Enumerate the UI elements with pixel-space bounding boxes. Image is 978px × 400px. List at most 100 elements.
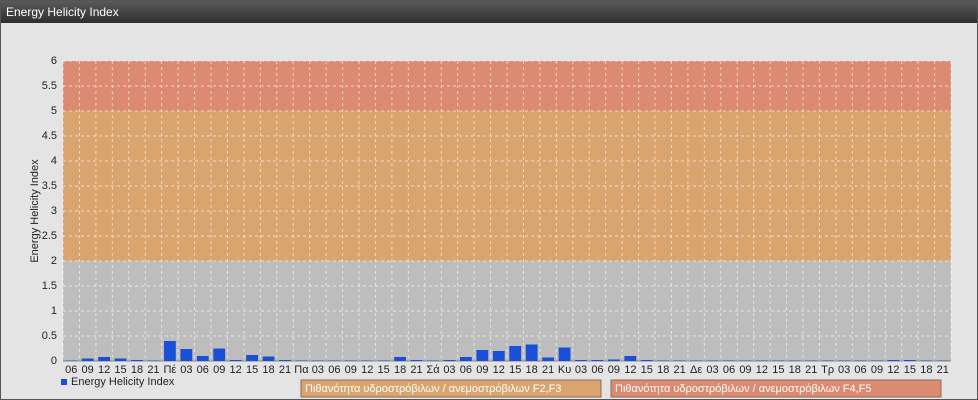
- bar: [657, 360, 670, 361]
- bar: [98, 357, 111, 361]
- y-tick-label: 1.5: [42, 280, 57, 292]
- x-tick-label: 18: [526, 364, 538, 376]
- x-tick-label: 09: [739, 364, 751, 376]
- y-tick-label: 6: [51, 55, 57, 67]
- y-tick-label: 4: [51, 155, 57, 167]
- y-tick-label: 3.5: [42, 180, 57, 192]
- x-tick-label: 12: [361, 364, 373, 376]
- x-tick-label: 12: [98, 364, 110, 376]
- bar: [903, 360, 916, 361]
- x-tick-label: 03: [575, 364, 587, 376]
- bar: [65, 360, 78, 361]
- y-axis-title: Energy Helicity Index: [29, 159, 41, 263]
- x-tick-label: 21: [410, 364, 422, 376]
- x-tick-label: 15: [114, 364, 126, 376]
- x-tick-label: 15: [772, 364, 784, 376]
- x-tick-label: 06: [328, 364, 340, 376]
- x-tick-label: 03: [180, 364, 192, 376]
- y-tick-label: 0: [51, 355, 57, 367]
- bar: [673, 360, 686, 361]
- bar: [295, 360, 308, 361]
- x-tick-label: 18: [657, 364, 669, 376]
- bar: [459, 357, 472, 361]
- bar: [279, 360, 291, 361]
- band-legend-box: [610, 379, 942, 398]
- x-tick-label: 18: [789, 364, 801, 376]
- bar: [196, 356, 209, 361]
- bar: [410, 360, 423, 361]
- y-tick-label: 2: [51, 255, 57, 267]
- bar: [509, 346, 522, 361]
- header-title: Energy Helicity Index: [1, 1, 977, 23]
- x-tick-label: 06: [460, 364, 472, 376]
- x-tick-label: 15: [641, 364, 653, 376]
- bar: [805, 360, 818, 361]
- bar: [755, 360, 768, 361]
- bar: [558, 347, 571, 361]
- y-tick-label: 3: [51, 205, 57, 217]
- bar: [624, 356, 637, 361]
- bar: [706, 360, 719, 361]
- bar: [492, 351, 505, 361]
- x-tick-label: 06: [854, 364, 866, 376]
- bar: [772, 360, 785, 361]
- x-tick-label: 12: [756, 364, 768, 376]
- bar: [344, 360, 357, 361]
- x-tick-label: 06: [591, 364, 603, 376]
- bar: [114, 358, 127, 361]
- x-tick-label: 21: [805, 364, 817, 376]
- y-tick-label: 4.5: [42, 130, 57, 142]
- bar: [427, 360, 439, 361]
- x-tick-label: 06: [197, 364, 209, 376]
- x-tick-label: 06: [65, 364, 77, 376]
- bar: [163, 341, 176, 361]
- x-tick-label: 03: [312, 364, 324, 376]
- legend-label: Energy Helicity Index: [71, 376, 175, 388]
- x-tick-label: 09: [345, 364, 357, 376]
- bar: [575, 360, 587, 361]
- chart: Energy Helicity Index 0 0.5 1 1.5 2 2.5 3 3.5 4 4…: [1, 23, 977, 399]
- x-tick-label: 03: [706, 364, 718, 376]
- bar: [936, 360, 949, 361]
- bar: [542, 357, 555, 361]
- x-tick-label: 06: [723, 364, 735, 376]
- x-tick-label: 09: [213, 364, 225, 376]
- bar: [180, 349, 193, 361]
- bar: [213, 348, 226, 361]
- x-tick-label: 18: [131, 364, 143, 376]
- x-tick-label: 03: [838, 364, 850, 376]
- y-tick-label: 0.5: [42, 330, 57, 342]
- y-tick-label: 1: [51, 305, 57, 317]
- bar: [920, 360, 933, 361]
- y-tick-label: 2.5: [42, 230, 57, 242]
- legend-swatch: [61, 379, 67, 385]
- band-legend-label: Πιθανότητα υδροστρόβιλων / ανεμοστρόβιλω…: [305, 383, 562, 395]
- bar: [361, 360, 374, 361]
- bar: [443, 360, 456, 361]
- bar: [788, 360, 801, 361]
- x-tick-label: Δε: [690, 364, 702, 376]
- x-tick-label: 09: [476, 364, 488, 376]
- x-tick-label: 21: [674, 364, 686, 376]
- bar: [723, 360, 735, 361]
- bar: [871, 360, 883, 361]
- x-tick-label: Σά: [426, 364, 440, 376]
- bar: [607, 359, 620, 361]
- bar: [311, 360, 324, 361]
- x-tick-label: 12: [887, 364, 899, 376]
- bar: [81, 358, 94, 361]
- x-tick-label: 15: [509, 364, 521, 376]
- bar: [690, 360, 703, 361]
- x-tick-label: 18: [920, 364, 932, 376]
- x-tick-label: 12: [493, 364, 505, 376]
- bar: [854, 360, 867, 361]
- bar: [394, 357, 407, 361]
- y-tick-label: 5: [51, 105, 57, 117]
- x-tick-label: Πέ: [163, 364, 176, 376]
- bar: [838, 360, 851, 361]
- bar: [591, 360, 604, 361]
- bar: [131, 360, 143, 361]
- bar: [328, 360, 341, 361]
- bar: [739, 360, 752, 361]
